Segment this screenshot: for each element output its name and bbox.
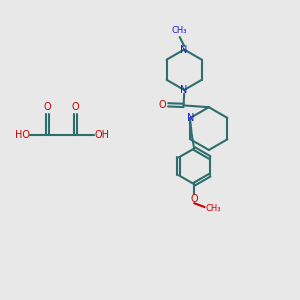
Text: OH: OH	[94, 130, 109, 140]
Text: HO: HO	[15, 130, 30, 140]
Text: N: N	[187, 113, 194, 123]
Text: O: O	[190, 194, 198, 204]
Text: CH₃: CH₃	[172, 26, 188, 35]
Text: CH₃: CH₃	[205, 204, 221, 213]
Text: N: N	[181, 44, 188, 55]
Text: O: O	[72, 102, 80, 112]
Text: O: O	[158, 100, 166, 110]
Text: O: O	[44, 102, 51, 112]
Text: N: N	[181, 85, 188, 95]
